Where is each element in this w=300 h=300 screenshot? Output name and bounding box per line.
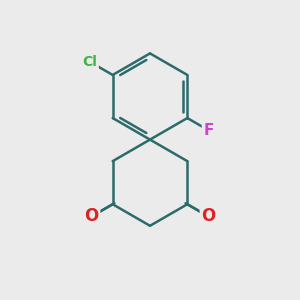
- Text: O: O: [84, 207, 99, 225]
- Text: F: F: [203, 123, 214, 138]
- Text: O: O: [201, 207, 216, 225]
- Text: Cl: Cl: [82, 55, 98, 69]
